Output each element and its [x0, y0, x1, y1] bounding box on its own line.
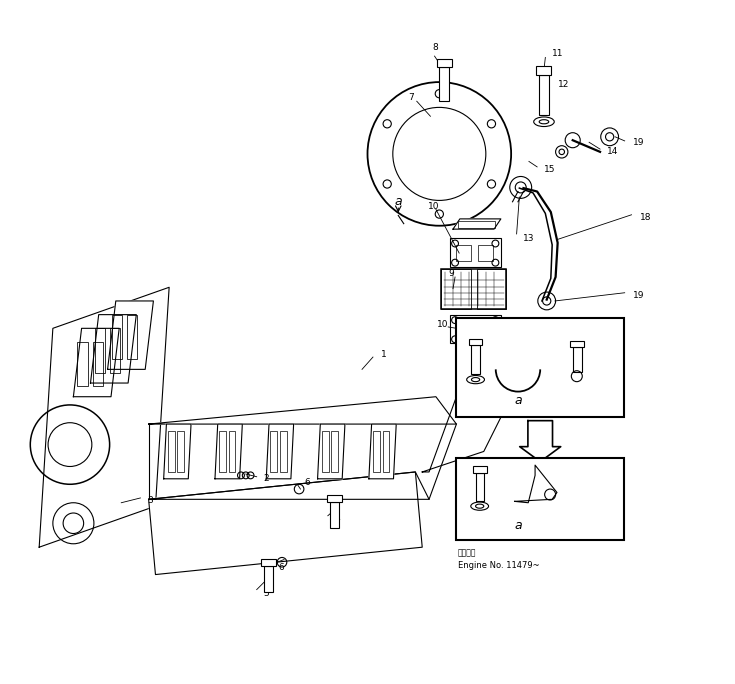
- Polygon shape: [148, 397, 456, 424]
- Text: 19: 19: [633, 137, 645, 147]
- Text: 16: 16: [473, 363, 485, 373]
- Bar: [469, 339, 482, 345]
- Text: a: a: [514, 393, 522, 407]
- Text: 6: 6: [304, 477, 310, 487]
- Text: 9: 9: [448, 269, 454, 278]
- Text: 11: 11: [473, 466, 485, 475]
- Polygon shape: [74, 328, 119, 397]
- Polygon shape: [164, 424, 191, 479]
- Bar: [570, 341, 584, 347]
- Bar: [478, 245, 493, 261]
- Bar: [270, 431, 277, 472]
- Polygon shape: [456, 369, 511, 410]
- Text: a: a: [514, 518, 522, 532]
- Bar: [93, 342, 103, 386]
- Bar: [573, 347, 581, 372]
- Bar: [476, 473, 484, 501]
- Text: 11: 11: [552, 49, 564, 58]
- Bar: [112, 315, 122, 359]
- Bar: [478, 321, 493, 338]
- Text: 19: 19: [633, 291, 645, 300]
- Text: Engine No. 11479~: Engine No. 11479~: [458, 561, 539, 570]
- Bar: [219, 431, 226, 472]
- Polygon shape: [39, 287, 169, 547]
- Bar: [459, 221, 495, 228]
- Text: 16: 16: [473, 497, 485, 507]
- Bar: [264, 566, 273, 592]
- Bar: [442, 269, 470, 309]
- Bar: [280, 431, 287, 472]
- Text: 11: 11: [473, 330, 485, 340]
- Bar: [382, 431, 390, 472]
- Bar: [440, 67, 449, 101]
- Text: 3: 3: [147, 496, 153, 505]
- Bar: [95, 328, 105, 373]
- Bar: [126, 315, 137, 359]
- Polygon shape: [107, 301, 154, 369]
- Bar: [456, 458, 624, 540]
- Text: 4: 4: [334, 514, 340, 523]
- Polygon shape: [215, 424, 243, 479]
- Text: 17: 17: [601, 366, 613, 376]
- Bar: [473, 466, 487, 473]
- Text: 6: 6: [279, 563, 284, 573]
- Text: 5: 5: [264, 589, 269, 598]
- Bar: [261, 559, 276, 566]
- Text: 15: 15: [544, 165, 556, 174]
- Text: a: a: [395, 195, 402, 209]
- Polygon shape: [453, 219, 501, 229]
- Bar: [450, 238, 501, 267]
- Bar: [229, 431, 235, 472]
- Polygon shape: [318, 424, 345, 479]
- Polygon shape: [148, 472, 422, 575]
- Bar: [471, 345, 480, 374]
- Polygon shape: [148, 472, 429, 499]
- Bar: [477, 269, 506, 309]
- Polygon shape: [90, 315, 136, 383]
- Text: 1: 1: [381, 350, 387, 359]
- Bar: [373, 431, 380, 472]
- Bar: [77, 342, 87, 386]
- Bar: [442, 269, 506, 309]
- Bar: [110, 328, 120, 373]
- Text: 12: 12: [473, 345, 485, 355]
- Bar: [539, 75, 549, 115]
- Bar: [456, 318, 624, 417]
- Bar: [456, 321, 471, 338]
- Text: 適用番号: 適用番号: [458, 549, 476, 557]
- Bar: [450, 315, 501, 343]
- Bar: [331, 431, 338, 472]
- Bar: [168, 431, 175, 472]
- Text: 12: 12: [558, 80, 569, 90]
- Polygon shape: [422, 383, 504, 472]
- Bar: [437, 59, 451, 67]
- Text: 18: 18: [639, 213, 651, 222]
- Text: 2: 2: [264, 474, 269, 484]
- Text: 10: 10: [428, 202, 440, 211]
- Bar: [330, 502, 340, 528]
- Text: 12: 12: [473, 481, 485, 490]
- Text: 13: 13: [523, 233, 535, 243]
- Text: 10: 10: [437, 320, 449, 330]
- Text: 7: 7: [409, 92, 415, 102]
- Bar: [537, 66, 551, 75]
- Bar: [327, 495, 343, 502]
- Bar: [456, 245, 471, 261]
- Bar: [322, 431, 329, 472]
- Text: 8: 8: [432, 43, 438, 53]
- Text: 14: 14: [607, 147, 618, 157]
- Polygon shape: [369, 424, 396, 479]
- Bar: [177, 431, 184, 472]
- Polygon shape: [520, 421, 561, 462]
- Polygon shape: [266, 424, 293, 479]
